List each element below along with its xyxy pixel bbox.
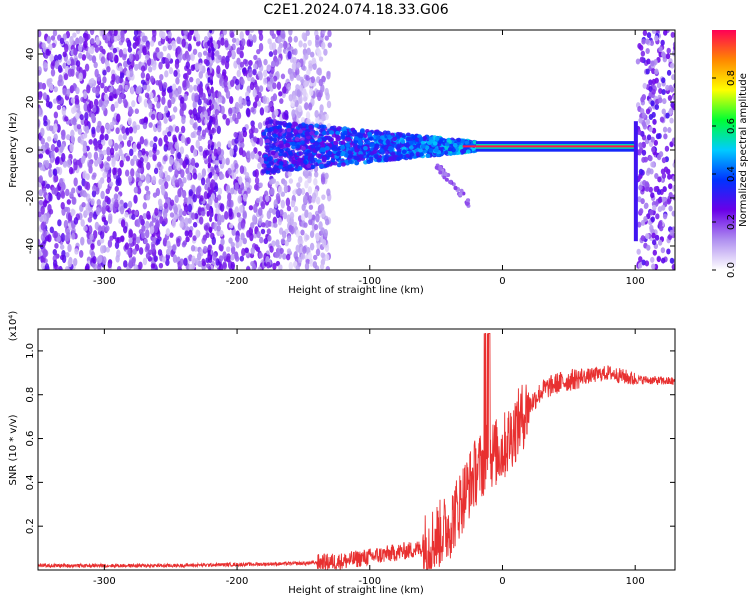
spectrogram-x-axis-label: Height of straight line (km)	[288, 285, 424, 296]
snr-x-tick-label: -200	[226, 576, 249, 587]
colorbar-tick-label: 0.0	[726, 262, 737, 278]
spectrogram-x-tick-label: -200	[226, 276, 249, 287]
snr-y-tick-label: 0.2	[25, 518, 36, 534]
spectrogram-y-tick-label: 20	[25, 96, 36, 109]
snr-series-line	[38, 332, 675, 570]
snr-x-tick-label: 0	[499, 576, 505, 587]
snr-y-tick-label: 0.4	[25, 474, 36, 490]
spectrogram-y-tick-label: 40	[25, 48, 36, 61]
snr-y-axis-label: SNR (10 * v/v)	[8, 414, 19, 485]
snr-y-tick-label: 0.6	[25, 431, 36, 447]
colorbar-tick-label: 0.2	[726, 214, 737, 230]
snr-panel: -300 -200 -100 0 100 0.2 0.4 0.6 0.8 1.0 Height …	[8, 311, 676, 596]
snr-x-tick-label: -300	[93, 576, 116, 587]
colorbar-tick-label: 0.8	[726, 70, 737, 86]
spectrogram-x-tick-label: 0	[499, 276, 505, 287]
snr-x-axis-label: Height of straight line (km)	[288, 585, 424, 596]
snr-plot-area	[38, 332, 675, 570]
snr-y-tick-label: 0.8	[25, 387, 36, 403]
snr-x-tick-label: -100	[358, 576, 381, 587]
colorbar-tick-label: 0.6	[726, 118, 737, 134]
figure-title: C2E1.2024.074.18.33.G06	[263, 2, 448, 18]
spectrogram-y-tick-label: -40	[25, 238, 36, 254]
spectrogram-y-tick-label: -20	[25, 190, 36, 206]
snr-x-tick-label: 100	[626, 576, 645, 587]
spectrogram-heatmap	[38, 30, 675, 270]
spectrogram-x-tick-label: -300	[93, 276, 116, 287]
colorbar-tick-label: 0.4	[726, 166, 737, 182]
snr-frame	[37, 328, 676, 571]
spectrogram-x-tick-label: -100	[358, 276, 381, 287]
snr-y-multiplier: (x10⁴)	[8, 311, 19, 342]
colorbar: 0.0 0.2 0.4 0.6 0.8 Normalized spectral ampl…	[712, 30, 749, 278]
colorbar-gradient	[712, 30, 736, 270]
spectrogram-y-axis-label: Frequency (Hz)	[8, 112, 19, 188]
snr-y-tick-label: 1.0	[25, 343, 36, 359]
spectrogram-y-tick-label: 0	[25, 147, 36, 153]
spectrogram-x-tick-label: 100	[626, 276, 645, 287]
colorbar-label: Normalized spectral amplitude	[738, 73, 749, 227]
